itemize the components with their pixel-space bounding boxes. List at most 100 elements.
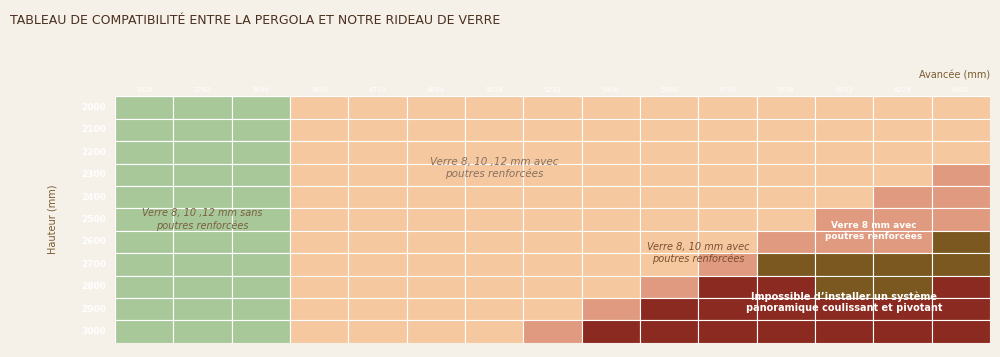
Text: 3840: 3840 (310, 87, 328, 93)
Bar (873, 208, 932, 231)
Bar (348, 231, 407, 253)
Text: 2300: 2300 (82, 170, 106, 179)
Bar (348, 276, 407, 298)
Bar (407, 164, 465, 186)
Bar (698, 164, 757, 186)
Bar (348, 208, 407, 231)
Bar (698, 186, 757, 208)
Bar (932, 164, 990, 186)
Text: 6450: 6450 (952, 87, 970, 93)
Text: 2000: 2000 (82, 103, 106, 112)
Bar (582, 141, 640, 164)
Bar (523, 298, 582, 320)
Bar (407, 253, 465, 276)
Bar (523, 320, 582, 343)
Text: 5232: 5232 (544, 87, 561, 93)
Bar (932, 96, 990, 119)
Bar (523, 141, 582, 164)
Bar (815, 253, 873, 276)
Bar (757, 119, 815, 141)
Bar (290, 84, 348, 96)
Bar (115, 119, 173, 141)
Text: 5058: 5058 (485, 87, 503, 93)
Text: 2100: 2100 (82, 125, 106, 135)
Bar (582, 208, 640, 231)
Bar (698, 320, 757, 343)
Bar (290, 298, 348, 320)
Bar (348, 298, 407, 320)
Bar (640, 164, 698, 186)
Bar (873, 253, 932, 276)
Bar (873, 276, 932, 298)
Bar (873, 96, 932, 119)
Bar (523, 276, 582, 298)
Bar (640, 186, 698, 208)
Bar (698, 276, 757, 298)
Bar (407, 208, 465, 231)
Bar (873, 141, 932, 164)
Bar (348, 186, 407, 208)
Text: 4884: 4884 (427, 87, 445, 93)
Bar (115, 231, 173, 253)
Bar (73, 320, 115, 343)
Bar (465, 298, 523, 320)
Text: 3666: 3666 (252, 87, 270, 93)
Bar (582, 84, 640, 96)
Bar (232, 84, 290, 96)
Bar (582, 276, 640, 298)
Bar (73, 96, 115, 119)
Bar (465, 253, 523, 276)
Bar (932, 298, 990, 320)
Bar (173, 96, 232, 119)
Text: 6276: 6276 (894, 87, 911, 93)
Bar (348, 96, 407, 119)
Bar (523, 186, 582, 208)
Bar (582, 119, 640, 141)
Bar (407, 84, 465, 96)
Text: Verre 8 mm avec
poutres renforcées: Verre 8 mm avec poutres renforcées (825, 221, 922, 241)
Bar (173, 141, 232, 164)
Text: 5928: 5928 (777, 87, 795, 93)
Bar (232, 253, 290, 276)
Bar (932, 276, 990, 298)
Bar (523, 84, 582, 96)
Text: 3000: 3000 (82, 327, 106, 336)
Bar (815, 119, 873, 141)
Bar (873, 164, 932, 186)
Bar (465, 119, 523, 141)
Bar (348, 84, 407, 96)
Bar (932, 141, 990, 164)
Bar (932, 119, 990, 141)
Bar (698, 96, 757, 119)
Bar (757, 164, 815, 186)
Bar (115, 320, 173, 343)
Text: 2200: 2200 (82, 148, 106, 157)
Bar (698, 84, 757, 96)
Bar (115, 96, 173, 119)
Bar (115, 276, 173, 298)
Bar (232, 276, 290, 298)
Text: Verre 8, 10 ,12 mm avec
poutres renforcées: Verre 8, 10 ,12 mm avec poutres renforcé… (430, 157, 558, 179)
Bar (523, 253, 582, 276)
Bar (115, 298, 173, 320)
Bar (465, 141, 523, 164)
Bar (640, 253, 698, 276)
Text: 2400: 2400 (82, 193, 106, 202)
Bar (757, 186, 815, 208)
Text: 5406: 5406 (602, 87, 620, 93)
Bar (582, 298, 640, 320)
Bar (407, 231, 465, 253)
Bar (582, 96, 640, 119)
Bar (582, 231, 640, 253)
Bar (232, 96, 290, 119)
Bar (640, 320, 698, 343)
Bar (407, 141, 465, 164)
Bar (73, 84, 115, 96)
Bar (232, 164, 290, 186)
Bar (815, 320, 873, 343)
Text: 2900: 2900 (82, 305, 106, 314)
Bar (465, 231, 523, 253)
Bar (73, 253, 115, 276)
Bar (290, 231, 348, 253)
Bar (873, 231, 932, 253)
